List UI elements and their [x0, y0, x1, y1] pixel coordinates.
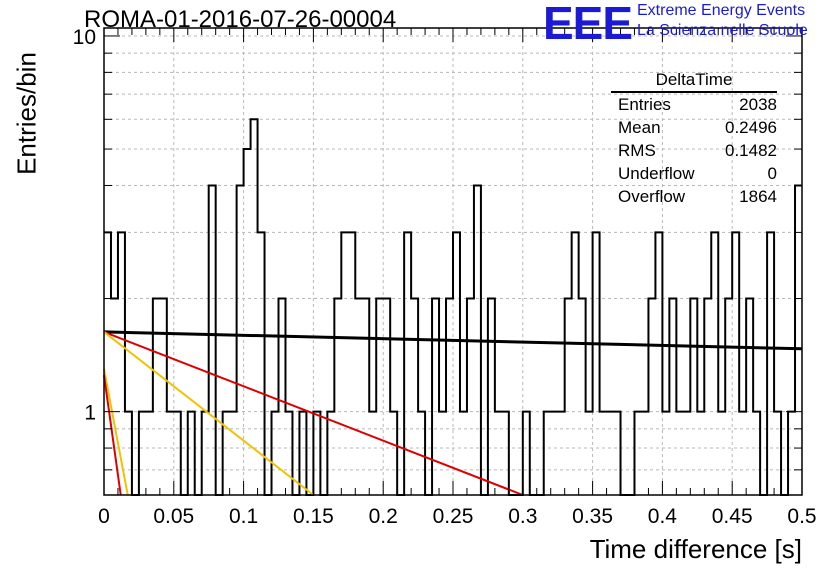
stats-row-entries: Entries 2038 — [611, 93, 777, 116]
stats-label: Overflow — [618, 187, 686, 206]
axes — [103, 27, 803, 496]
fit-curve — [103, 368, 129, 496]
stats-label: Underflow — [618, 164, 695, 183]
stats-row-underflow: Underflow 0 — [611, 162, 777, 185]
x-tick-label: 0.3 — [508, 505, 537, 528]
y-axis-label: Entries/bin — [11, 52, 42, 175]
stats-row-rms: RMS 0.1482 — [611, 139, 777, 162]
x-tick-label: 0.5 — [787, 505, 816, 528]
fit-curve — [103, 375, 122, 496]
x-tick-label: 0.25 — [433, 505, 474, 528]
logo-line1: Extreme Energy Events — [637, 2, 806, 19]
stats-box: DeltaTime Entries 2038 Mean 0.2496 RMS 0… — [611, 70, 777, 208]
x-tick-label: 0.1 — [229, 505, 258, 528]
stats-value: 0 — [767, 164, 777, 183]
logo-line2: La Scienza nelle Scuole — [637, 22, 808, 39]
fit-curve — [103, 330, 803, 351]
stats-value: 2038 — [739, 95, 777, 114]
y-tick-label: 10 — [73, 26, 96, 49]
fit-curves — [103, 330, 803, 496]
x-tick-label: 0.35 — [572, 505, 613, 528]
stats-row-mean: Mean 0.2496 — [611, 116, 777, 139]
fit-curve — [103, 331, 315, 496]
eee-logo: EEE — [543, 0, 633, 49]
chart-title: ROMA-01-2016-07-26-00004 — [84, 6, 397, 33]
x-tick-label: 0 — [98, 505, 110, 528]
x-tick-label: 0.4 — [648, 505, 678, 528]
x-tick-label: 0.45 — [712, 505, 753, 528]
stats-row-overflow: Overflow 1864 — [611, 185, 777, 208]
y-tick-labels: 1 10 — [73, 26, 96, 425]
x-tick-label: 0.05 — [153, 505, 194, 528]
stats-label: Entries — [618, 95, 671, 114]
y-tick-label: 1 — [84, 402, 96, 425]
x-tick-label: 0.15 — [293, 505, 334, 528]
stats-value: 0.1482 — [725, 141, 777, 160]
histogram — [104, 118, 802, 496]
histogram-steps — [104, 118, 802, 496]
stats-label: RMS — [618, 141, 656, 160]
stats-value: 0.2496 — [725, 118, 777, 137]
fit-curve — [103, 331, 524, 496]
x-tick-label: 0.2 — [369, 505, 398, 528]
stats-title: DeltaTime — [611, 70, 777, 93]
x-axis-label: Time difference [s] — [589, 534, 802, 564]
stats-value: 1864 — [739, 187, 777, 206]
stats-label: Mean — [618, 118, 661, 137]
x-tick-labels: 0 0.05 0.1 0.15 0.2 0.25 0.3 0.35 0.4 0.45 0.5 — [98, 505, 816, 528]
